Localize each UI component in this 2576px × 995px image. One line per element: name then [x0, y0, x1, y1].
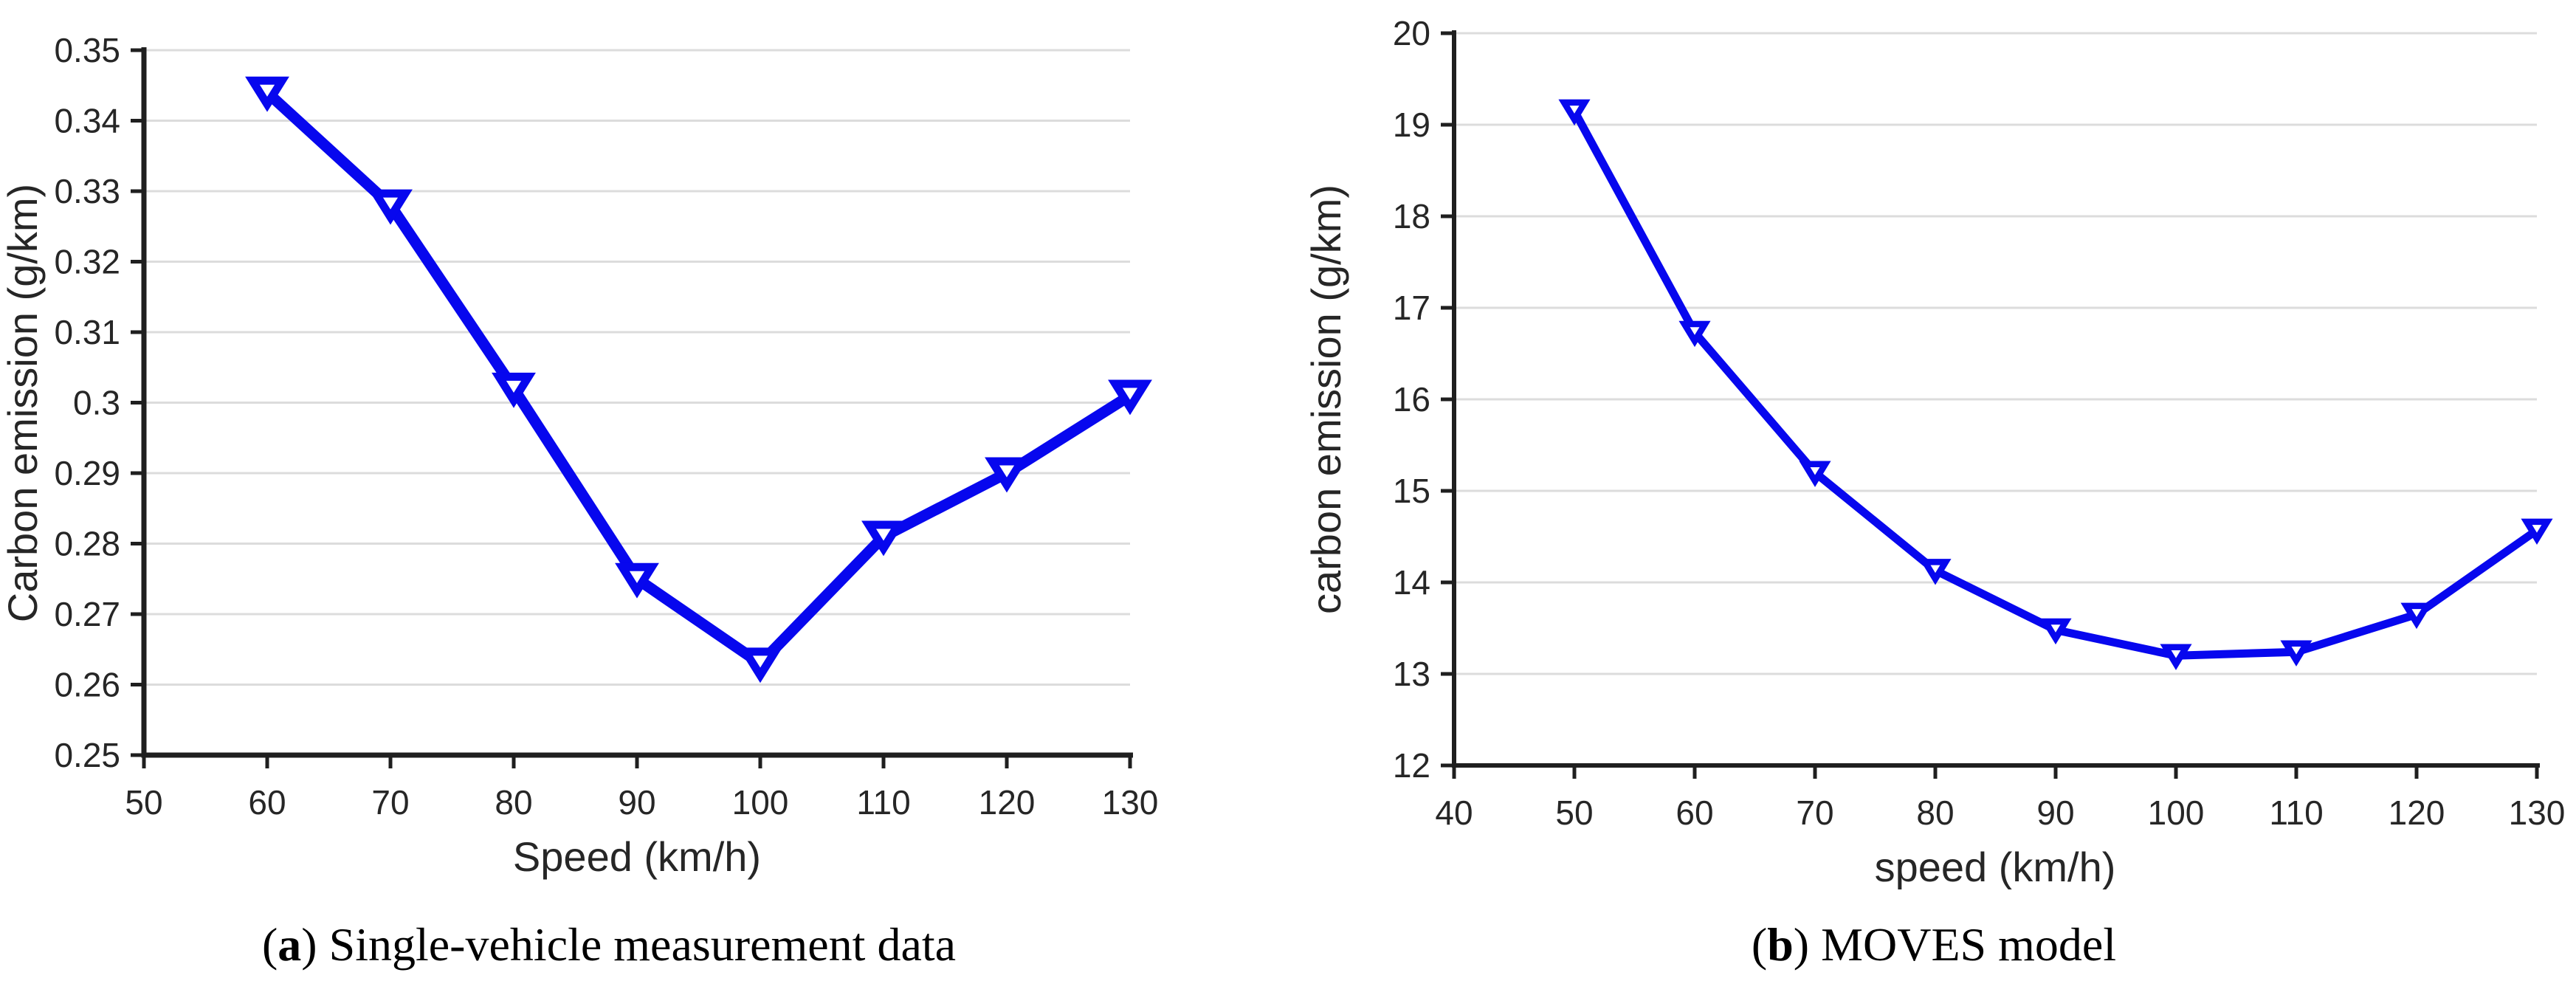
caption-a-close-paren: ): [301, 918, 317, 971]
y-tick-label: 13: [1393, 655, 1430, 693]
data-point-marker: [1678, 320, 1711, 348]
caption-a-letter: a: [278, 918, 302, 971]
x-tick-label: 110: [2269, 793, 2323, 832]
data-point-marker: [492, 372, 536, 408]
data-point-marker: [2039, 618, 2072, 645]
data-point-marker: [738, 647, 782, 684]
caption-b-letter: b: [1767, 918, 1794, 971]
data-point-marker: [1558, 99, 1591, 126]
chart-b-canvas: 12 13 14 15 16 17 18 19 20 40 50 60 70 80 90 100 110 120 1…: [1303, 14, 2566, 889]
data-point-marker: [2521, 518, 2553, 545]
data-point-marker: [2160, 644, 2192, 670]
y-tick-label: 0.3: [73, 384, 120, 422]
caption-b-text: MOVES model: [1821, 918, 2117, 971]
y-tick-label: 12: [1393, 746, 1430, 785]
x-tick-label: 110: [856, 783, 910, 822]
caption-b: (b) MOVES model: [1292, 904, 2576, 985]
x-tick-label: 120: [2389, 793, 2445, 832]
data-point-marker: [1919, 559, 1952, 585]
x-tick-label: 130: [1102, 783, 1159, 822]
series-line: [261, 86, 1136, 669]
data-point-marker: [1799, 461, 1831, 487]
data-point-marker: [2400, 602, 2433, 630]
data-point-marker: [1108, 379, 1152, 416]
caption-b-open-paren: (: [1751, 918, 1768, 971]
x-tick-label: 50: [1555, 793, 1593, 832]
y-tick-label: 16: [1393, 380, 1430, 419]
y-tick-label: 0.35: [54, 31, 120, 69]
panel-b: 12 13 14 15 16 17 18 19 20 40 50 60 70 80 90 100 110 120 1…: [1292, 0, 2576, 995]
caption-a: (a) Single-vehicle measurement data: [0, 904, 1218, 985]
x-tick-label: 80: [1916, 793, 1954, 832]
x-tick-label: 90: [2036, 793, 2074, 832]
x-axis-title: speed (km/h): [1875, 844, 2116, 889]
x-tick-label: 60: [1676, 793, 1713, 832]
y-tick-label: 0.27: [54, 595, 120, 633]
y-tick-label: 0.31: [54, 313, 120, 351]
y-tick-label: 0.34: [54, 102, 120, 140]
x-tick-label: 70: [371, 783, 409, 822]
x-tick-label: 120: [979, 783, 1036, 822]
y-tick-label: 0.32: [54, 243, 120, 281]
y-tick-label: 0.29: [54, 454, 120, 492]
panel-a: 0.25 0.26 0.27 0.28 0.29 0.3 0.31 0.32 0.33 0.34 0…: [0, 0, 1218, 995]
x-tick-label: 100: [2148, 793, 2205, 832]
x-tick-label: 50: [125, 783, 162, 822]
y-tick-label: 15: [1393, 472, 1430, 510]
data-point-marker: [861, 520, 906, 557]
x-tick-label: 100: [732, 783, 789, 822]
y-tick-label: 17: [1393, 289, 1430, 327]
y-tick-label: 0.26: [54, 666, 120, 704]
y-tick-label: 14: [1393, 563, 1430, 602]
x-tick-label: 60: [248, 783, 286, 822]
caption-a-open-paren: (: [261, 918, 278, 971]
series-line: [1570, 106, 2541, 660]
caption-b-close-paren: ): [1793, 918, 1810, 971]
x-tick-label: 90: [618, 783, 655, 822]
y-tick-label: 18: [1393, 197, 1430, 235]
x-tick-label: 80: [495, 783, 532, 822]
y-tick-label: 0.25: [54, 736, 120, 774]
x-tick-label: 70: [1796, 793, 1833, 832]
caption-a-text: Single-vehicle measurement data: [328, 918, 957, 971]
y-axis-title: carbon emission (g/km): [1303, 185, 1349, 614]
data-point-marker: [368, 189, 413, 225]
x-tick-label: 130: [2509, 793, 2566, 832]
y-tick-label: 0.33: [54, 172, 120, 210]
chart-a-canvas: 0.25 0.26 0.27 0.28 0.29 0.3 0.31 0.32 0.33 0.34 0…: [0, 31, 1159, 880]
data-point-marker: [985, 457, 1029, 493]
data-point-marker: [2280, 640, 2312, 667]
data-point-marker: [615, 562, 659, 599]
y-tick-label: 20: [1393, 14, 1430, 52]
x-tick-label: 40: [1435, 793, 1473, 832]
y-tick-label: 0.28: [54, 525, 120, 563]
y-tick-label: 19: [1393, 106, 1430, 144]
data-point-marker: [245, 76, 289, 112]
y-axis-title: Carbon emission (g/km): [0, 184, 46, 622]
x-axis-title: Speed (km/h): [513, 833, 761, 880]
